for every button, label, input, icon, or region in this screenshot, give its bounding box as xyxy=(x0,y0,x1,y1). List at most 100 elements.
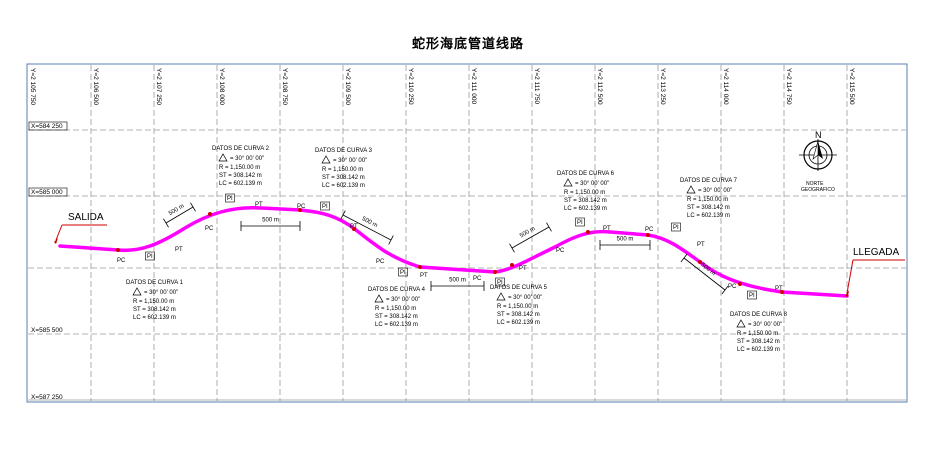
curve-st: ST = 308.142 m xyxy=(687,205,730,211)
curve-title: DATOS DE CURVA 5 xyxy=(490,285,548,291)
curve-data-block: DATOS DE CURVA 8 = 30° 00' 00" R = 1,150.0… xyxy=(730,312,788,353)
tangent-marker xyxy=(298,208,302,212)
curve-delta: = 30° 00' 00" xyxy=(333,158,367,164)
curve-lc: LC = 602.139 m xyxy=(322,183,365,189)
curve-point-label-pi: PI xyxy=(749,293,755,299)
curve-lc: LC = 602.139 m xyxy=(564,206,607,212)
pi-box xyxy=(575,217,585,227)
curve-point-label-pc: PC xyxy=(117,258,126,264)
curve-point-label-pi: PI xyxy=(577,220,583,226)
curve-point-label-pi: PI xyxy=(497,280,503,286)
tangent-marker xyxy=(418,265,422,269)
delta-icon xyxy=(496,292,506,301)
grid-y-label: Y=2 112 500 xyxy=(596,68,603,105)
curve-data-block: DATOS DE CURVA 3 = 30° 00' 00" R = 1,150.0… xyxy=(315,148,373,189)
grid-y-label: Y=2 111 000 xyxy=(470,68,477,104)
pi-box xyxy=(671,222,681,232)
grid-x-label-box xyxy=(28,121,68,131)
dimension-label: 500 m xyxy=(617,237,634,243)
curve-st: ST = 308.142 m xyxy=(322,175,365,181)
delta-icon xyxy=(686,185,696,194)
curve-point-label-pi: PI xyxy=(673,225,679,231)
north-label-line2: GEOGRAFICO xyxy=(801,187,835,193)
curve-point-label-pt: PT xyxy=(420,273,428,279)
curve-st: ST = 308.142 m xyxy=(219,173,262,179)
curve-st: ST = 308.142 m xyxy=(497,312,540,318)
grid-y-label: Y=2 109 500 xyxy=(344,68,351,105)
north-letter: N xyxy=(815,130,822,140)
curve-point-label-pc: PC xyxy=(473,276,482,282)
dimension-lines: 500 m 500 m 500 m 500 m 500 m 500 m 500 m xyxy=(163,202,729,295)
start-label: SALIDA xyxy=(68,212,104,223)
curve-point-label-pt: PT xyxy=(697,242,705,248)
pi-box xyxy=(747,290,757,300)
curve-delta: = 30° 00' 00" xyxy=(748,322,782,328)
end-marker: LLEGADA xyxy=(845,247,905,297)
tangent-marker xyxy=(208,212,212,216)
tangent-marker xyxy=(780,290,784,294)
grid-x-label: X=584 250 xyxy=(31,123,63,130)
dimension-line: 500 m xyxy=(430,278,485,291)
grid-y-label: Y=2 114 750 xyxy=(785,68,792,105)
drawing-frame xyxy=(26,63,908,403)
start-arrowhead xyxy=(54,238,58,244)
curve-delta: = 30° 00' 00" xyxy=(230,156,264,162)
tangent-marker xyxy=(493,270,497,274)
delta-icon xyxy=(321,155,331,164)
curve-point-label-pt: PT xyxy=(603,226,611,232)
curve-point-label-pi: PI xyxy=(227,196,233,202)
curve-title: DATOS DE CURVA 3 xyxy=(315,148,373,154)
end-arrowhead xyxy=(845,290,849,297)
curve-point-label-pt: PT xyxy=(175,247,183,253)
curve-point-label-pc: PC xyxy=(728,284,737,290)
curve-title: DATOS DE CURVA 8 xyxy=(730,312,788,318)
dimension-line: 500 m xyxy=(240,218,301,231)
page-title: 蛇形海底管道线路 xyxy=(411,37,524,52)
north-arrow-icon: N xyxy=(799,130,837,171)
curve-title: DATOS DE CURVA 2 xyxy=(212,146,270,152)
dimension-label: 500 m xyxy=(168,203,185,217)
curve-data-block: DATOS DE CURVA 2 = 30° 00' 00" R = 1,150.0… xyxy=(212,146,270,187)
curve-point-labels: PC PT PI PC PT PI PC PT PI PC PT PI PC PT PI PC PT PI PC PT… xyxy=(117,193,783,300)
tangent-marker xyxy=(738,282,742,286)
curve-data-block: DATOS DE CURVA 1 = 30° 00' 00" R = 1,150.0… xyxy=(126,280,184,321)
dimension-line: 500 m xyxy=(599,237,651,250)
grid-y-label: Y=2 105 750 xyxy=(29,68,36,105)
curve-delta: = 30° 00' 00" xyxy=(508,295,542,301)
curve-lc: LC = 602.139 m xyxy=(375,322,418,328)
curve-lc: LC = 602.139 m xyxy=(687,213,730,219)
curve-point-label-pc: PC xyxy=(556,248,565,254)
grid-y-label: Y=2 111 750 xyxy=(533,68,540,104)
curve-delta: = 30° 00' 00" xyxy=(698,188,732,194)
start-marker: SALIDA xyxy=(54,212,107,244)
grid-x-labels: X=584 250 X=585 000 X=585 500 X=587 250 xyxy=(28,121,68,401)
curve-radius: R = 1,150.00 m xyxy=(375,306,416,312)
curve-radius: R = 1,150.00 m xyxy=(219,165,260,171)
curve-radius: R = 1,150.00 m xyxy=(737,331,778,337)
end-label: LLEGADA xyxy=(853,247,899,258)
grid-y-label: Y=2 115 500 xyxy=(848,68,855,105)
grid-y-label: Y=2 110 250 xyxy=(407,68,414,105)
dimension-label: 500 m xyxy=(519,226,536,239)
curve-radius: R = 1,150.00 m xyxy=(564,190,605,196)
grid-y-label: Y=2 113 250 xyxy=(659,68,666,105)
curve-lc: LC = 602.139 m xyxy=(737,347,780,353)
pi-box xyxy=(320,201,330,211)
dimension-label: 500 m xyxy=(699,262,716,277)
pi-box xyxy=(495,277,505,287)
grid-y-label: Y=2 107 250 xyxy=(155,68,162,105)
curve-point-label-pi: PI xyxy=(400,270,406,276)
curve-data-block: DATOS DE CURVA 4 = 30° 00' 00" R = 1,150.0… xyxy=(368,287,426,328)
tangent-marker xyxy=(698,260,702,264)
dimension-line: 500 m xyxy=(509,222,552,253)
curve-point-label-pc: PC xyxy=(376,259,385,265)
curve-st: ST = 308.142 m xyxy=(564,198,607,204)
curve-title: DATOS DE CURVA 1 xyxy=(126,280,184,286)
grid-lines xyxy=(28,65,906,401)
curve-point-label-pi: PI xyxy=(147,254,153,260)
grid-y-label: Y=2 106 500 xyxy=(92,68,99,105)
pi-box xyxy=(145,251,155,261)
grid-y-labels: Y=2 105 750 Y=2 106 500 Y=2 107 250 Y=2 108… xyxy=(29,68,855,105)
curve-data-block: DATOS DE CURVA 6 = 30° 00' 00" R = 1,150.0… xyxy=(557,171,615,212)
